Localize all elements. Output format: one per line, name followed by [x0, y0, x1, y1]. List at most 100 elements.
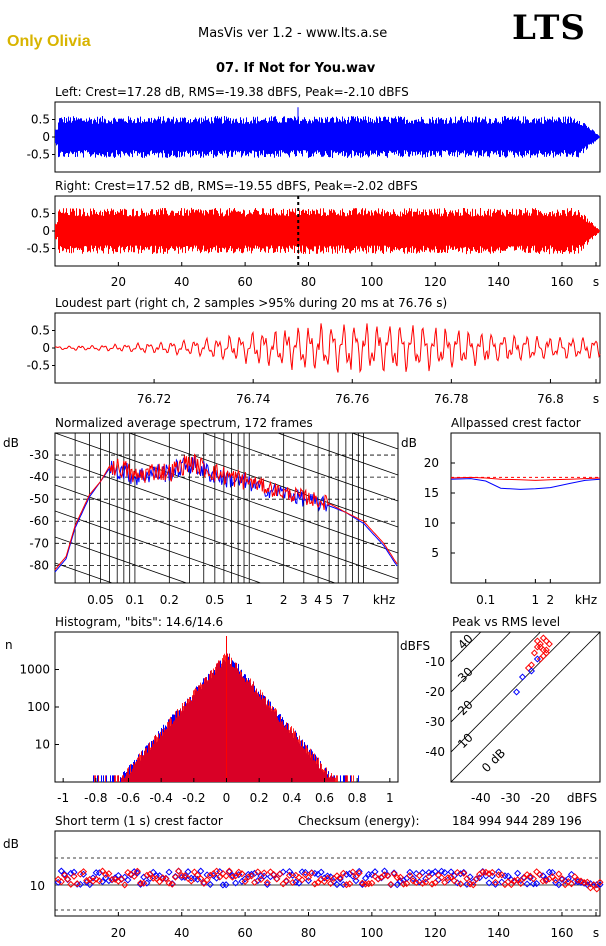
stcrest-point [374, 875, 382, 883]
crest-frame [450, 432, 601, 584]
stcrest-point [403, 879, 411, 888]
stcrest-point [86, 881, 94, 889]
stcrest-point [140, 879, 148, 887]
stcrest-point [175, 867, 183, 875]
stcrest-point [523, 871, 531, 879]
stcrest-point [279, 880, 287, 888]
stcrest-point [121, 881, 129, 889]
ytick-label: -0.5 [27, 242, 50, 256]
track-title: 07. If Not for You.wav [216, 61, 376, 76]
xtick-label: 76.78 [434, 392, 468, 406]
profile-label: Only Olivia [7, 33, 91, 50]
stcrest-point [118, 875, 126, 883]
stcrest-point [273, 875, 281, 883]
stcrest-point [130, 872, 138, 880]
stcrest-point [260, 869, 268, 877]
stcrest-point [156, 878, 164, 886]
stcrest-point [447, 873, 455, 881]
xtick-label: 5 [325, 593, 333, 607]
stcrest-point [314, 879, 322, 887]
stcrest-point [548, 869, 557, 877]
crest-plot [450, 476, 601, 490]
xtick-label: 76.72 [137, 392, 171, 406]
peakrms-point [513, 688, 521, 696]
xtick-label: 140 [487, 926, 510, 940]
histogram-bars [94, 653, 354, 782]
xtick-label: 0.5 [205, 593, 224, 607]
ytick-label: -40 [425, 745, 445, 759]
xtick-label: 0.6 [315, 791, 334, 805]
spectrum-series [54, 453, 398, 571]
spectrum-diagonals [55, 433, 398, 583]
stcrest-point [514, 876, 522, 884]
stcrest-point [520, 874, 528, 882]
stcrest-point [308, 869, 316, 877]
stcrest-point [498, 878, 506, 886]
stcrest-point [355, 867, 363, 875]
xtick-label: 80 [301, 926, 316, 940]
peakrms-point [539, 652, 547, 660]
stcrest-point [289, 878, 297, 887]
xtick-label: 2 [547, 593, 555, 607]
stcrest-title: Short term (1 s) crest factor [55, 814, 223, 828]
stcrest-point [450, 872, 458, 880]
stcrest-point [171, 873, 179, 881]
stcrest-point [539, 872, 547, 880]
peakrms-point [533, 655, 541, 663]
stcrest-point [105, 870, 113, 878]
xtick-label: 2 [280, 593, 288, 607]
stcrest-point [567, 880, 576, 888]
stcrest-point [133, 869, 141, 877]
stcrest-point [491, 880, 499, 888]
stcrest-point [536, 871, 544, 879]
stcrest-point [485, 870, 493, 878]
stcrest-point [216, 873, 224, 881]
xtick-label: -1 [57, 791, 69, 805]
peakrms-point [539, 634, 547, 642]
stcrest-point [79, 868, 88, 876]
stcrest-point [485, 879, 493, 887]
stcrest-point [60, 871, 69, 879]
stcrest-point [558, 875, 566, 884]
stcrest-point [124, 876, 132, 884]
xtick-label: 7 [342, 593, 350, 607]
histogram-title: Histogram, "bits": 14.6/14.6 [55, 615, 223, 629]
stcrest-point [571, 873, 579, 881]
stcrest-point [206, 871, 214, 879]
stcrest-point [323, 874, 332, 882]
stcrest-point [184, 868, 192, 876]
diag-label: 40 [455, 631, 476, 652]
checksum-label: Checksum (energy): [298, 814, 420, 828]
stcrest-point [70, 868, 78, 876]
stcrest-point [412, 879, 420, 887]
stcrest-point [254, 877, 262, 885]
stcrest-point [491, 878, 499, 886]
stcrest-point [380, 867, 389, 875]
crest-ylabel: dB [401, 436, 417, 450]
xtick-label: 140 [487, 275, 510, 289]
app-title: MasVis ver 1.2 - www.lts.a.se [198, 26, 388, 41]
stcrest-point [387, 880, 395, 888]
stcrest-ylabel: dB [3, 837, 19, 851]
right-title: Right: Crest=17.52 dB, RMS=-19.55 dBFS, … [55, 179, 418, 193]
xtick-label: 60 [237, 926, 252, 940]
stcrest-point [57, 878, 65, 886]
peakrms-point [536, 643, 544, 651]
xtick-label: s [593, 275, 599, 289]
ytick-label: -10 [425, 655, 445, 669]
stcrest-point [95, 869, 103, 877]
ytick-label: 0.5 [31, 113, 50, 127]
stcrest-point [438, 867, 446, 875]
xtick-label: dBFS [567, 791, 597, 805]
stcrest-point [419, 879, 427, 887]
tick-labels: 0.50-0.50.50-0.50.50-0.520 40 60 80 100 120 14… [19, 113, 599, 941]
ytick-label: 100 [27, 700, 50, 714]
ytick-label: 5 [431, 546, 439, 560]
ytick-label: -50 [29, 492, 49, 506]
xtick-label: 0.2 [250, 791, 269, 805]
xtick-label: s [593, 926, 599, 940]
stcrest-point [92, 875, 100, 883]
stcrest-point [133, 867, 141, 875]
stcrest-point [355, 869, 363, 877]
